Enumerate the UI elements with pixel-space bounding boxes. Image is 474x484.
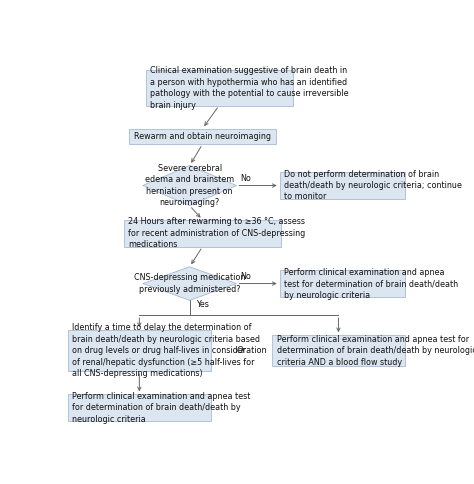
FancyBboxPatch shape bbox=[280, 172, 405, 199]
Text: Severe cerebral
edema and brainstem
herniation present on
neuroimaging?: Severe cerebral edema and brainstem hern… bbox=[145, 164, 234, 207]
Text: Yes: Yes bbox=[196, 300, 209, 309]
Text: Or: Or bbox=[237, 346, 246, 355]
Text: Identify a time to delay the determination of
brain death/death by neurologic cr: Identify a time to delay the determinati… bbox=[72, 323, 266, 378]
Text: Do not perform determination of brain
death/death by neurologic criteria; contin: Do not perform determination of brain de… bbox=[284, 169, 462, 201]
FancyBboxPatch shape bbox=[280, 270, 405, 297]
Text: 24 Hours after rewarming to ≥36 °C, assess
for recent administration of CNS-depr: 24 Hours after rewarming to ≥36 °C, asse… bbox=[128, 217, 305, 249]
Text: Perform clinical examination and apnea
test for determination of brain death/dea: Perform clinical examination and apnea t… bbox=[284, 268, 458, 300]
Text: No: No bbox=[240, 272, 251, 281]
Text: Perform clinical examination and apnea test
for determination of brain death/dea: Perform clinical examination and apnea t… bbox=[72, 392, 250, 424]
Text: Rewarm and obtain neuroimaging: Rewarm and obtain neuroimaging bbox=[134, 132, 271, 141]
FancyBboxPatch shape bbox=[146, 70, 292, 106]
FancyBboxPatch shape bbox=[68, 330, 211, 371]
Polygon shape bbox=[143, 166, 237, 206]
Text: Clinical examination suggestive of brain death in
a person with hypothermia who : Clinical examination suggestive of brain… bbox=[150, 66, 348, 109]
Text: No: No bbox=[240, 174, 251, 182]
FancyBboxPatch shape bbox=[124, 220, 282, 247]
Polygon shape bbox=[143, 267, 237, 300]
FancyBboxPatch shape bbox=[272, 335, 405, 366]
Text: Perform clinical examination and apnea test for
determination of brain death/dea: Perform clinical examination and apnea t… bbox=[277, 334, 474, 366]
Text: CNS-depressing medication
previously administered?: CNS-depressing medication previously adm… bbox=[134, 273, 246, 294]
FancyBboxPatch shape bbox=[129, 129, 276, 144]
FancyBboxPatch shape bbox=[68, 394, 211, 421]
